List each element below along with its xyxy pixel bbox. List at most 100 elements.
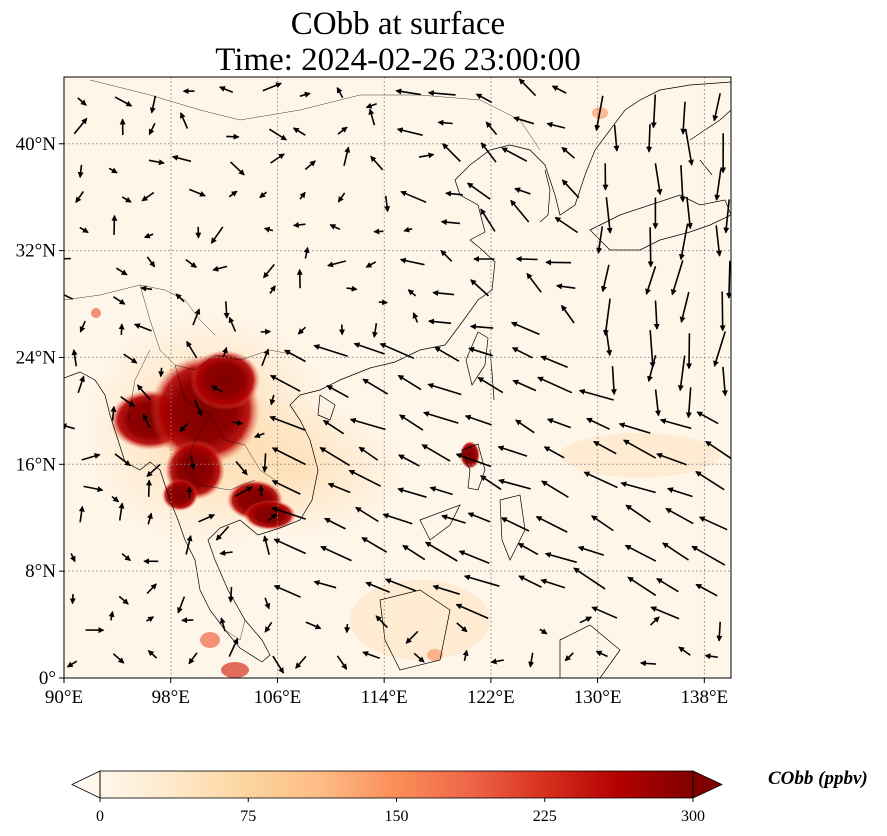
wind-arrow xyxy=(445,190,463,197)
wind-arrow xyxy=(554,216,579,234)
wind-arrow xyxy=(618,422,651,434)
wind-arrow xyxy=(79,226,89,234)
wind-arrow xyxy=(467,512,491,523)
wind-arrow xyxy=(714,168,722,201)
wind-arrow xyxy=(649,616,660,626)
wind-arrow xyxy=(398,454,420,467)
wind-arrow xyxy=(468,346,493,357)
wind-arrow xyxy=(365,261,377,268)
wind-arrow xyxy=(234,486,253,498)
wind-arrow xyxy=(721,366,728,397)
y-tick-label: 0° xyxy=(39,668,56,689)
wind-arrow xyxy=(269,374,301,392)
wind-arrow xyxy=(344,624,351,634)
wind-arrow xyxy=(212,265,228,272)
wind-arrow xyxy=(654,163,663,196)
wind-arrow xyxy=(267,513,278,522)
wind-arrow xyxy=(189,456,196,471)
wind-arrow xyxy=(455,603,489,620)
wind-arrow xyxy=(429,486,453,496)
wind-arrow xyxy=(297,326,307,335)
wind-arrow xyxy=(215,525,230,541)
wind-arrow xyxy=(142,413,151,428)
wind-arrow xyxy=(662,542,689,561)
wind-arrow xyxy=(111,214,118,235)
wind-arrow xyxy=(680,101,687,135)
wind-arrow xyxy=(121,553,131,562)
wind-arrow xyxy=(148,159,165,166)
wind-arrow xyxy=(730,397,731,403)
wind-arrow xyxy=(679,165,686,203)
wind-arrow xyxy=(108,167,118,174)
wind-arrow xyxy=(269,415,306,431)
wind-arrow xyxy=(324,517,346,530)
wind-arrow xyxy=(305,621,322,630)
axes: 90°E 98°E 106°E 114°E 122°E 130°E 138°E 0° 8°N 16… xyxy=(16,134,729,708)
wind-arrow xyxy=(564,652,574,662)
wind-arrow xyxy=(175,293,185,303)
wind-arrow xyxy=(705,440,731,460)
wind-arrow xyxy=(118,502,125,521)
wind-arrow xyxy=(320,545,352,562)
wind-arrow xyxy=(355,506,379,523)
wind-arrow xyxy=(272,655,285,674)
wind-arrow xyxy=(539,628,548,635)
wind-arrow xyxy=(77,375,85,394)
wind-arrow xyxy=(398,414,424,431)
wind-arrow xyxy=(477,376,504,394)
wind-arrow xyxy=(653,300,660,330)
wind-arrow xyxy=(146,583,157,595)
wind-arrow xyxy=(146,256,156,268)
wind-arrow xyxy=(261,348,270,367)
wind-arrow xyxy=(400,190,427,204)
wind-arrow xyxy=(514,187,531,195)
wind-arrow xyxy=(544,552,577,564)
wind-arrow xyxy=(517,542,539,556)
wind-arrow xyxy=(69,553,76,563)
wind-arrow xyxy=(490,658,504,665)
wind-arrow xyxy=(223,301,230,319)
wind-arrow xyxy=(622,439,657,459)
y-tick-label: 24°N xyxy=(16,347,57,368)
wind-arrow xyxy=(273,585,301,598)
wind-arrow xyxy=(480,208,496,232)
wind-arrow xyxy=(397,487,427,498)
wind-arrow xyxy=(546,121,566,129)
wind-arrow xyxy=(269,394,276,406)
wind-arrow xyxy=(511,347,533,359)
wind-arrow xyxy=(337,126,348,135)
wind-arrow xyxy=(543,446,565,459)
wind-arrow xyxy=(120,396,136,408)
wind-arrow xyxy=(470,279,490,297)
colorbar-extend-min xyxy=(71,770,101,799)
map-frame xyxy=(63,76,732,679)
wind-arrow xyxy=(264,597,271,610)
wind-arrow xyxy=(77,164,84,179)
x-tick-label: 122°E xyxy=(467,687,515,708)
wind-arrow xyxy=(695,583,718,597)
wind-arrow xyxy=(146,616,155,623)
colorbar-tick-label: 0 xyxy=(96,808,104,825)
wind-arrow xyxy=(273,538,307,555)
wind-arrow xyxy=(395,88,421,96)
wind-arrow xyxy=(650,94,657,129)
colorbar-tick-label: 150 xyxy=(385,808,409,825)
x-tick-label: 114°E xyxy=(361,687,408,708)
wind-arrow xyxy=(143,232,154,239)
wind-arrow xyxy=(78,505,85,523)
wind-arrow xyxy=(73,117,88,135)
wind-arrow xyxy=(226,133,240,140)
wind-arrow xyxy=(372,323,378,338)
wind-arrow xyxy=(428,318,452,325)
wind-arrow xyxy=(362,378,389,395)
wind-arrow xyxy=(485,121,498,136)
wind-arrow xyxy=(412,312,419,323)
wind-arrow xyxy=(259,191,268,199)
wind-arrow xyxy=(723,199,730,234)
wind-arrow xyxy=(442,143,461,163)
wind-arrow xyxy=(327,482,351,494)
wind-arrow xyxy=(665,507,694,525)
wind-arrow xyxy=(303,246,310,259)
wind-arrow xyxy=(625,504,651,523)
wind-arrow xyxy=(329,224,341,231)
